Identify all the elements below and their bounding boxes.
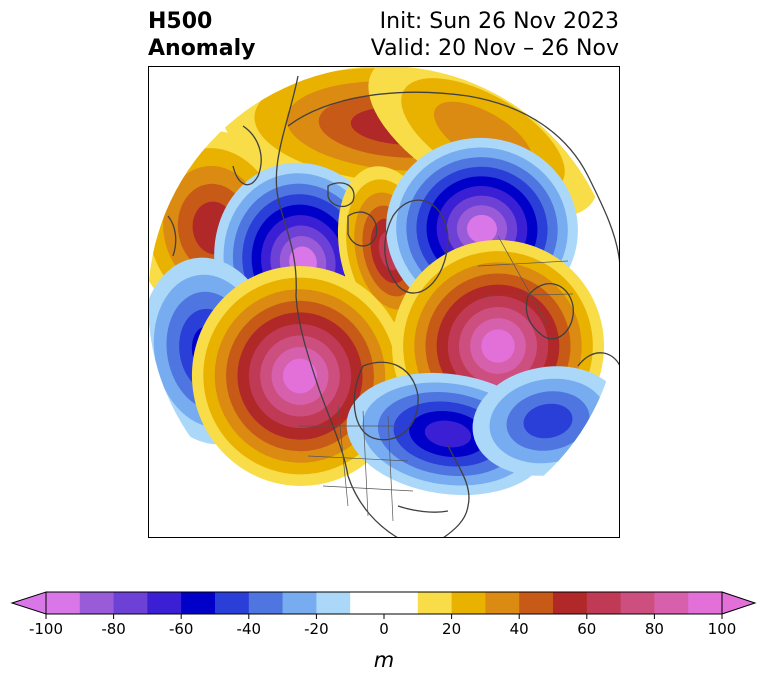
colorbar-cell: [417, 592, 453, 614]
coastline: [327, 182, 355, 208]
contour-band: [467, 214, 497, 244]
contour-band: [481, 329, 515, 363]
colorbar-tick-label: 60: [577, 620, 596, 638]
colorbar-unit-label: m: [374, 648, 394, 672]
coastline: [397, 505, 449, 513]
anomaly-map: [148, 66, 620, 538]
coastline: [353, 361, 419, 441]
political-border: [477, 260, 569, 267]
coastline: [347, 211, 378, 247]
contour-band: [424, 420, 472, 448]
colorbar-cell: [620, 592, 655, 614]
coastline: [167, 215, 177, 257]
colorbar-cell: [451, 592, 486, 614]
political-border: [482, 293, 574, 297]
political-border: [337, 405, 349, 507]
political-border: [387, 415, 394, 522]
colorbar-cell: [485, 592, 520, 614]
colorbar-cell: [181, 592, 216, 614]
colorbar-cell: [519, 592, 554, 614]
valid-label: Valid: 20 Nov – 26 Nov: [370, 36, 619, 61]
colorbar-cell: [215, 592, 250, 614]
colorbar-tick-label: 40: [510, 620, 529, 638]
colorbar-tick-label: 100: [708, 620, 737, 638]
colorbar-tick-label: 20: [442, 620, 461, 638]
coastline: [275, 75, 399, 538]
colorbar-cell: [316, 592, 351, 614]
coastline: [384, 199, 449, 294]
colorbar-cell: [688, 592, 723, 614]
coastline: [525, 283, 574, 340]
colorbar-cell: [113, 592, 148, 614]
political-border: [307, 455, 409, 462]
contour-band: [282, 358, 318, 394]
field-label: H500: [148, 9, 213, 34]
political-border: [322, 485, 414, 492]
colorbar-tick-label: -20: [304, 620, 329, 638]
colorbar-extend-low: [10, 591, 47, 615]
coastline: [287, 91, 620, 267]
map-title-left: H500 Anomaly: [148, 8, 255, 62]
political-border: [362, 410, 369, 517]
coastlines: [167, 75, 620, 538]
anomaly-field: [148, 66, 620, 496]
colorbar-tick-label: -60: [169, 620, 194, 638]
colorbar-cell: [147, 592, 182, 614]
contour-band: [523, 403, 573, 439]
coastline: [577, 352, 620, 367]
map-title-right: Init: Sun 26 Nov 2023 Valid: 20 Nov – 26…: [371, 8, 619, 62]
colorbar-cell: [384, 592, 419, 614]
colorbar-tick-label: 80: [645, 620, 664, 638]
coastline: [442, 445, 470, 538]
colorbar-extend-high: [721, 591, 757, 615]
colorbar-tick-label: -80: [101, 620, 126, 638]
colorbar-cell: [350, 592, 385, 614]
colorbar-cell: [553, 592, 588, 614]
colorbar-cell: [79, 592, 115, 614]
init-label: Init: Sun 26 Nov 2023: [379, 9, 619, 34]
colorbar-cell: [654, 592, 689, 614]
coastline: [232, 125, 262, 186]
colorbar-cell: [248, 592, 284, 614]
map-frame: [148, 66, 620, 538]
political-border: [497, 235, 549, 327]
colorbar-cell: [46, 592, 81, 614]
colorbar: -100 -80 -60 -40 -20 0 20 40 60 80 100 m: [10, 591, 757, 672]
colorbar-tick-label: 0: [379, 620, 389, 638]
colorbar-tick-label: -100: [29, 620, 63, 638]
anomaly-label: Anomaly: [148, 36, 256, 61]
colorbar-cell: [586, 592, 622, 614]
colorbar-cell: [282, 592, 317, 614]
colorbar-tick-label: -40: [237, 620, 262, 638]
